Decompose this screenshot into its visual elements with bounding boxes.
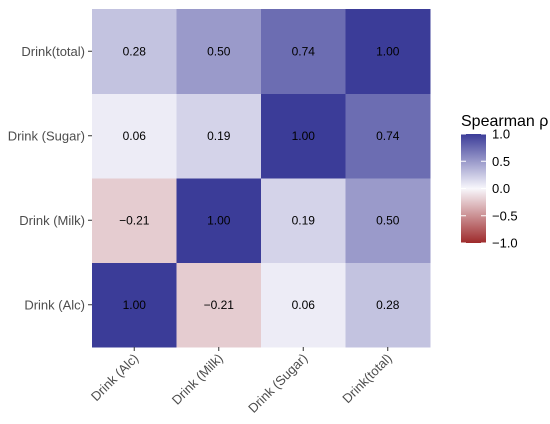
- heatmap-cell: [92, 93, 177, 179]
- legend-tick-label: 0.0: [492, 181, 510, 196]
- legend-ticks: 1.0 0.5 0.0 −0.5 −1.0: [461, 127, 518, 251]
- cell-value-label: 1.00: [207, 213, 231, 227]
- cell-value-label: 0.28: [376, 298, 400, 312]
- cell-value-label: 0.50: [207, 44, 231, 58]
- x-tick-label: Drink (Milk): [169, 351, 226, 408]
- y-tick-label: Drink (Alc): [24, 297, 85, 312]
- x-tick-label: Drink (Sugar): [245, 351, 310, 416]
- cell-value-label: 0.28: [123, 44, 147, 58]
- legend-title: Spearman ρ: [461, 113, 548, 130]
- cell-value-label: −0.21: [204, 298, 235, 312]
- heatmap-cell: [261, 262, 346, 348]
- heatmap-cell: [261, 178, 346, 263]
- y-tick-label: Drink (Sugar): [8, 128, 85, 143]
- y-axis: Drink (Alc) Drink (Milk) Drink (Sugar) Drin…: [8, 44, 92, 312]
- y-tick-label: Drink(total): [21, 44, 85, 59]
- heatmap-cell: [92, 262, 177, 348]
- heatmap-cell-labels: 1.00 −0.21 0.06 0.28 −0.21 1.00 0.19 0.50 0.06 0.…: [119, 44, 400, 312]
- cell-value-label: 1.00: [292, 129, 316, 143]
- heatmap-cell: [176, 93, 262, 179]
- cell-value-label: 0.06: [123, 129, 147, 143]
- heatmap-cell: [176, 178, 262, 263]
- cell-value-label: 0.74: [376, 129, 400, 143]
- legend-tick-label: −1.0: [492, 236, 518, 251]
- x-tick-label: Drink(total): [339, 351, 395, 407]
- heatmap-cell: [261, 9, 346, 94]
- color-legend: Spearman ρ 1.0 0.5 0.0 −0.5 −1.0: [461, 113, 548, 251]
- cell-value-label: 0.19: [292, 213, 316, 227]
- heatmap-cells: [92, 9, 431, 348]
- cell-value-label: 0.19: [207, 129, 231, 143]
- y-tick-label: Drink (Milk): [19, 213, 85, 228]
- cell-value-label: 0.50: [376, 213, 400, 227]
- legend-tick-label: 0.5: [492, 154, 510, 169]
- heatmap-cell: [261, 93, 346, 179]
- x-tick-label: Drink (Alc): [88, 351, 142, 405]
- legend-tick-label: −0.5: [492, 208, 518, 223]
- heatmap-cell: [345, 93, 431, 179]
- x-axis: Drink (Alc) Drink (Milk) Drink (Sugar) Drin…: [88, 347, 395, 416]
- cell-value-label: −0.21: [119, 213, 150, 227]
- cell-value-label: 0.06: [292, 298, 316, 312]
- heatmap-cell: [345, 178, 431, 263]
- cell-value-label: 0.74: [292, 44, 316, 58]
- heatmap-cell: [92, 178, 177, 263]
- heatmap-cell: [345, 262, 431, 348]
- heatmap-cell: [176, 9, 262, 94]
- heatmap-cell: [345, 9, 431, 94]
- legend-tick-label: 1.0: [492, 127, 510, 142]
- heatmap-cell: [176, 262, 262, 348]
- heatmap-cell: [92, 9, 177, 94]
- cell-value-label: 1.00: [376, 44, 400, 58]
- cell-value-label: 1.00: [123, 298, 147, 312]
